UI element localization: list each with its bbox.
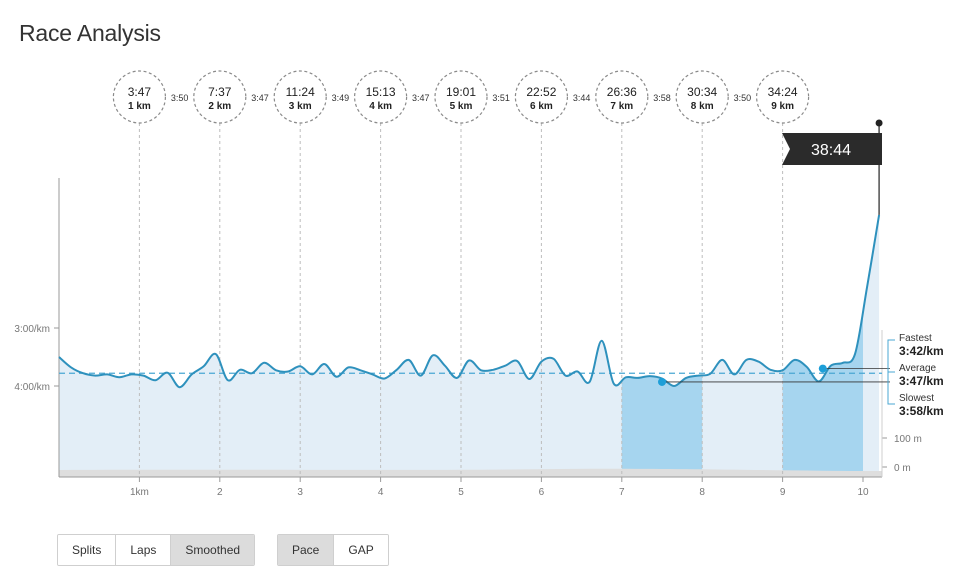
highlight-range-1 xyxy=(621,214,703,477)
splits-button[interactable]: Splits xyxy=(58,535,117,565)
split-cumulative-time: 11:24 xyxy=(286,85,315,99)
slowest-point-marker xyxy=(658,377,666,386)
laps-button[interactable]: Laps xyxy=(116,535,172,565)
split-circle-9km xyxy=(755,70,810,124)
split-distance-label: 2 km xyxy=(208,101,231,112)
split-circle-6km xyxy=(514,70,569,124)
pace-tick-label: 3:00/km xyxy=(14,324,50,335)
slowest-label: Slowest xyxy=(899,393,934,404)
pace-line xyxy=(58,214,881,389)
split-duration: 3:49 xyxy=(332,93,350,103)
pace-area xyxy=(59,214,880,477)
finish-pole-top xyxy=(875,119,883,127)
pace-button[interactable]: Pace xyxy=(278,535,335,565)
highlight-range-2 xyxy=(782,214,863,477)
split-distance-label: 8 km xyxy=(691,101,714,112)
split-duration: 3:58 xyxy=(653,93,671,103)
elevation-profile xyxy=(59,468,882,477)
distance-tick-label: 8 xyxy=(699,487,705,498)
split-cumulative-time: 34:24 xyxy=(768,85,798,99)
fastest-label: Fastest xyxy=(899,333,932,344)
fastest-point-marker xyxy=(818,364,827,373)
distance-tick-label: 10 xyxy=(857,487,869,498)
split-cumulative-time: 19:01 xyxy=(446,85,476,99)
split-duration: 3:44 xyxy=(573,93,591,103)
split-duration: 3:47 xyxy=(412,93,430,103)
elevation-tick-label: 100 m xyxy=(894,434,922,445)
split-circle-1km xyxy=(112,70,166,124)
split-cumulative-time: 3:47 xyxy=(128,85,152,99)
distance-tick-label: 1km xyxy=(130,487,149,498)
average-value: 3:47/km xyxy=(899,374,944,388)
distance-tick-label: 5 xyxy=(458,487,464,498)
split-cumulative-time: 30:34 xyxy=(687,85,717,99)
elevation-tick-label: 0 m xyxy=(894,463,911,474)
page-title: Race Analysis xyxy=(19,20,161,46)
split-distance-label: 9 km xyxy=(771,101,794,112)
split-circle-2km xyxy=(193,70,247,124)
split-duration: 3:51 xyxy=(492,93,510,103)
split-circle-3km xyxy=(273,70,327,124)
distance-tick-label: 9 xyxy=(780,487,786,498)
split-distance-label: 7 km xyxy=(610,101,633,112)
split-circle-7km xyxy=(595,70,649,124)
average-label: Average xyxy=(899,363,937,374)
pace-tick-label: 4:00/km xyxy=(14,382,50,393)
distance-tick-label: 6 xyxy=(539,487,545,498)
split-distance-label: 5 km xyxy=(450,101,473,112)
view-mode-toggle: Splits Laps Smoothed xyxy=(57,534,256,566)
distance-tick-label: 2 xyxy=(217,487,223,498)
split-distance-label: 3 km xyxy=(289,101,312,112)
split-circle-4km xyxy=(354,70,408,124)
smoothed-button[interactable]: Smoothed xyxy=(171,535,255,565)
finish-time: 38:44 xyxy=(811,142,851,159)
gap-button[interactable]: GAP xyxy=(334,535,388,565)
split-duration: 3:50 xyxy=(734,93,752,103)
split-cumulative-time: 15:13 xyxy=(366,85,396,99)
distance-tick-label: 7 xyxy=(619,487,625,498)
split-circle-8km xyxy=(675,70,729,124)
fastest-value: 3:42/km xyxy=(899,344,944,358)
distance-tick-label: 4 xyxy=(378,487,384,498)
split-cumulative-time: 7:37 xyxy=(208,85,232,99)
split-cumulative-time: 26:36 xyxy=(607,85,637,99)
split-distance-label: 6 km xyxy=(530,101,553,112)
split-duration: 3:50 xyxy=(171,93,189,103)
split-distance-label: 4 km xyxy=(369,101,392,112)
split-circle-5km xyxy=(434,70,488,124)
split-duration: 3:47 xyxy=(251,93,269,103)
split-cumulative-time: 22:52 xyxy=(526,85,556,99)
split-distance-label: 1 km xyxy=(128,101,151,112)
finish-flag xyxy=(782,133,882,165)
distance-tick-label: 3 xyxy=(297,487,303,498)
slowest-value: 3:58/km xyxy=(899,404,944,418)
metric-toggle: Pace GAP xyxy=(277,534,389,566)
